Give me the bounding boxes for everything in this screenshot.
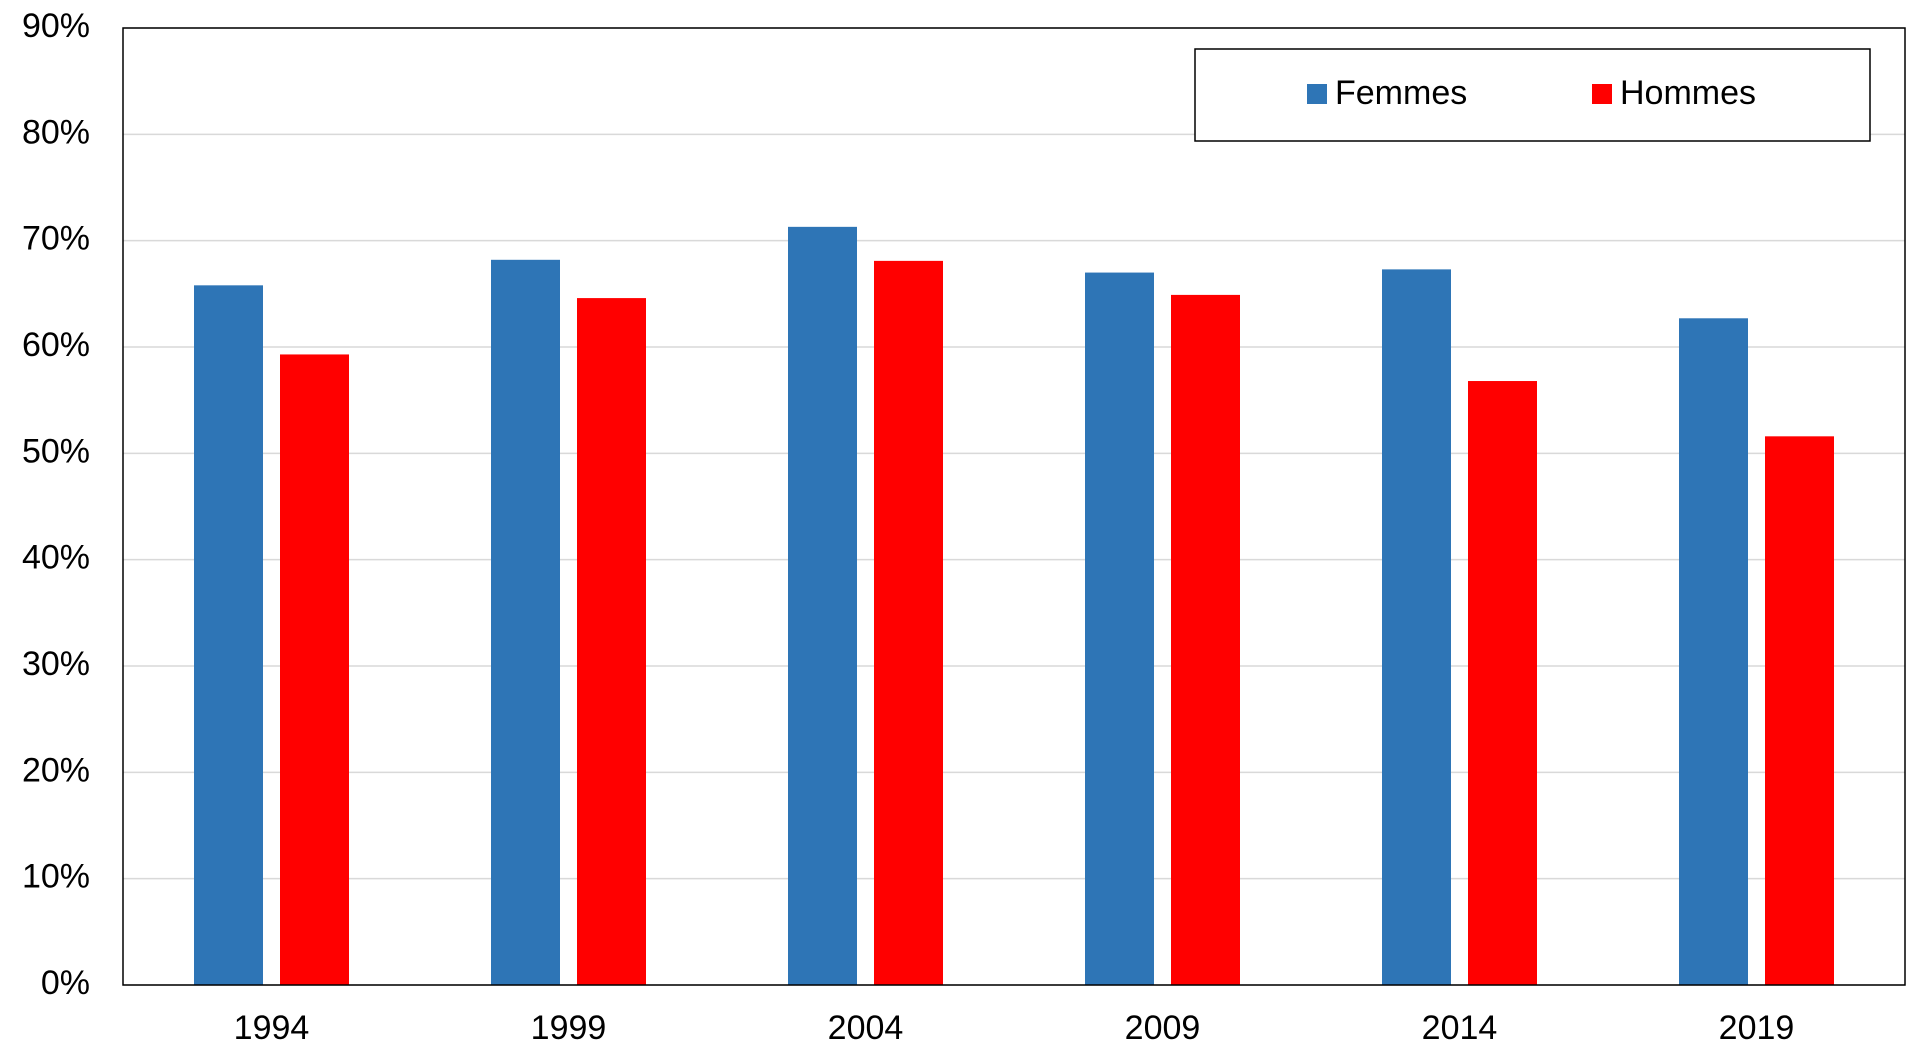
x-tick-label: 2014 <box>1422 1009 1498 1046</box>
y-tick-label: 90% <box>22 7 90 45</box>
legend-swatch <box>1307 84 1327 104</box>
y-tick-label: 20% <box>22 751 90 789</box>
plot-frame <box>122 27 1906 986</box>
bar <box>874 260 943 985</box>
bar <box>1382 269 1451 985</box>
y-tick-label: 60% <box>22 326 90 364</box>
x-tick-label: 2019 <box>1719 1009 1795 1046</box>
bar <box>1765 436 1834 985</box>
legend-label: Hommes <box>1620 74 1756 112</box>
bar <box>491 259 560 986</box>
y-tick-label: 80% <box>22 113 90 151</box>
x-tick-label: 1999 <box>531 1009 607 1046</box>
bar <box>194 285 263 985</box>
x-tick-label: 1994 <box>234 1009 310 1046</box>
bar <box>1679 318 1748 985</box>
bar <box>280 354 349 985</box>
y-tick-label: 70% <box>22 220 90 258</box>
y-tick-label: 30% <box>22 645 90 683</box>
y-tick-label: 40% <box>22 539 90 577</box>
bar <box>1085 272 1154 986</box>
x-tick-label: 2009 <box>1125 1009 1201 1046</box>
bar <box>577 298 646 985</box>
legend-label: Femmes <box>1335 74 1467 112</box>
legend-box <box>1194 48 1871 142</box>
x-tick-label: 2004 <box>828 1009 904 1046</box>
y-tick-label: 50% <box>22 432 90 470</box>
bar <box>1468 381 1537 985</box>
legend-swatch <box>1592 84 1612 104</box>
bar <box>1171 294 1240 985</box>
y-tick-label: 0% <box>41 964 90 1002</box>
y-tick-label: 10% <box>22 858 90 896</box>
bar <box>788 226 857 986</box>
